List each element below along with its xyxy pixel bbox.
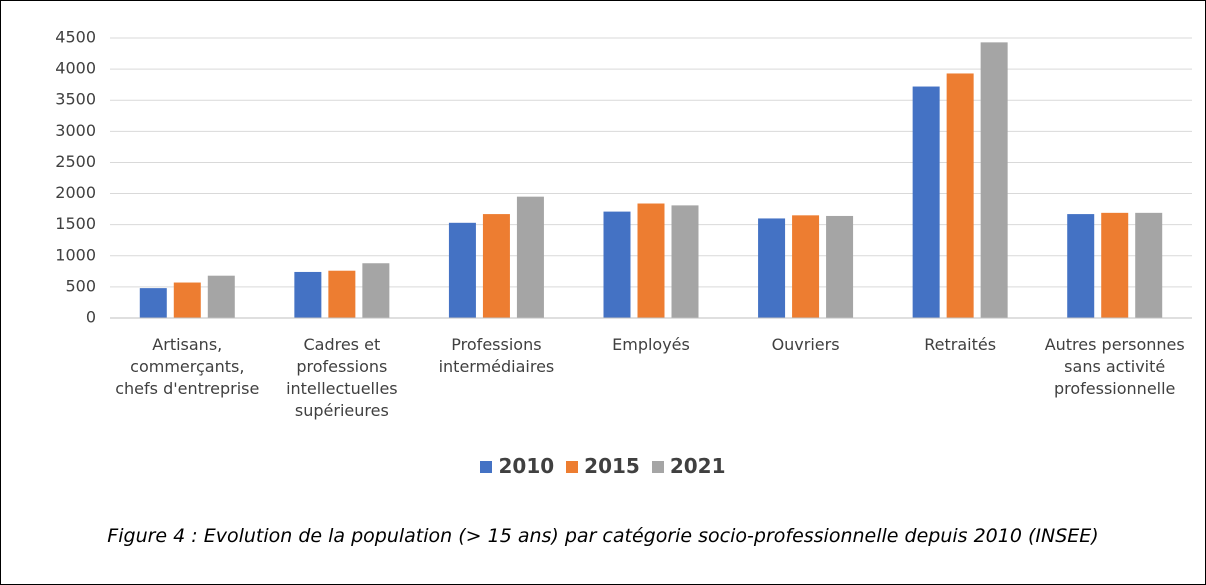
bar [516, 196, 544, 318]
x-tick-label: Retraités [924, 335, 997, 354]
legend-item: 2010 [480, 454, 554, 478]
legend-item: 2021 [651, 454, 726, 478]
bar [139, 288, 167, 318]
bar [294, 271, 322, 318]
x-tick-label: Ouvriers [771, 335, 840, 354]
caption: Figure 4 : Evolution de la population (>… [107, 525, 1099, 547]
bar [637, 203, 665, 318]
bar [758, 218, 786, 318]
x-tick-label: Artisans, commerçants, chefs d'entrepris… [115, 335, 260, 398]
bar [792, 215, 820, 318]
bar [946, 73, 974, 318]
bar [1067, 214, 1095, 318]
bar [912, 86, 940, 319]
bar [207, 275, 235, 318]
y-tick-label: 2500 [55, 152, 96, 171]
x-tick-label: Employés [612, 335, 690, 354]
legend: 2010 2015 2021 [0, 454, 1206, 478]
bar [448, 222, 476, 318]
x-tick-label: Cadres et professions intellectuelles su… [286, 335, 398, 420]
x-tick-label: Autres personnes sans activité professio… [1044, 335, 1185, 398]
y-tick-label: 2000 [55, 183, 96, 202]
y-tick-label: 1000 [55, 245, 96, 264]
legend-swatch [566, 461, 579, 473]
x-tick-label: Professions intermédiaires [438, 335, 555, 376]
legend-swatch [480, 461, 493, 473]
bar [482, 214, 510, 318]
y-tick-label: 3000 [55, 121, 96, 140]
bar [826, 215, 854, 318]
legend-swatch [651, 461, 664, 473]
bar [603, 211, 631, 318]
bar [173, 282, 201, 318]
legend-item: 2015 [566, 454, 640, 478]
legend-label: 2021 [669, 454, 726, 478]
y-tick-label: 500 [65, 276, 96, 295]
bar [328, 270, 356, 318]
bar [362, 263, 390, 318]
y-tick-label: 3500 [55, 90, 96, 109]
bar [671, 205, 699, 318]
legend-label: 2015 [584, 454, 640, 478]
bar [1135, 212, 1163, 318]
y-tick-label: 0 [86, 308, 96, 327]
legend-label: 2010 [498, 454, 555, 478]
bar [980, 42, 1008, 318]
y-tick-label: 4500 [55, 28, 96, 47]
y-tick-label: 1500 [55, 214, 96, 233]
bar [1101, 212, 1129, 318]
y-tick-label: 4000 [55, 59, 96, 78]
